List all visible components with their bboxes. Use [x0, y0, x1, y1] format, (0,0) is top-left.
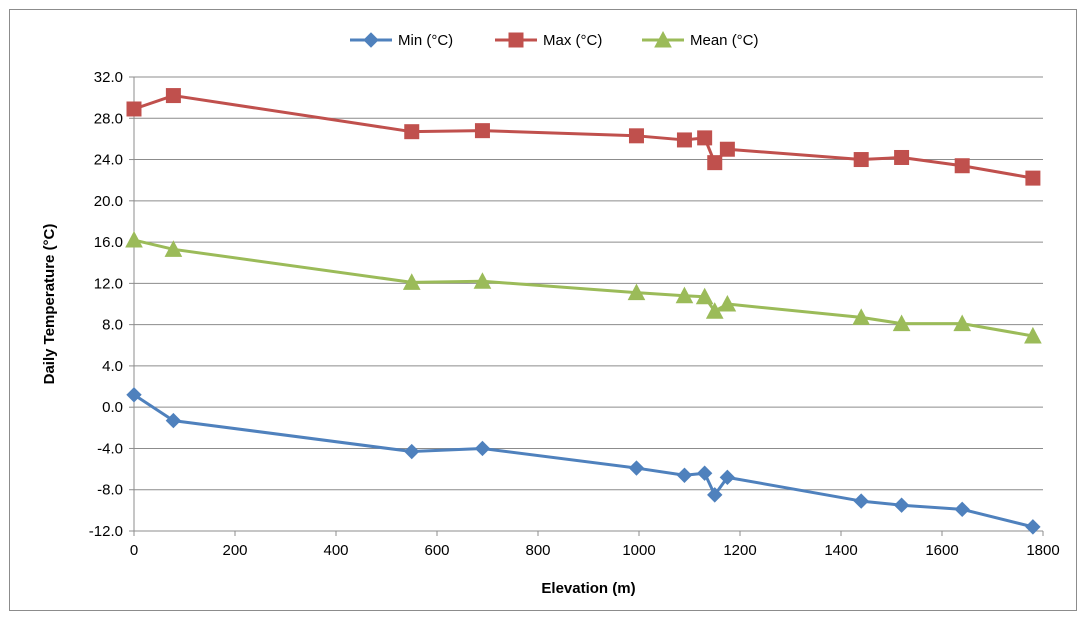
data-point-diamond — [696, 465, 713, 481]
data-point-triangle — [705, 302, 724, 319]
data-point-square — [474, 123, 490, 139]
data-point-square — [697, 130, 713, 146]
data-point-triangle — [718, 294, 737, 312]
data-point-triangle — [473, 272, 492, 289]
y-tick-label: 28.0 — [94, 110, 123, 127]
legend-label: Mean (°C) — [690, 32, 759, 49]
y-tick-label: 20.0 — [94, 193, 123, 210]
data-point-diamond — [676, 467, 693, 483]
data-point-diamond — [853, 493, 869, 509]
data-point-triangle — [852, 308, 871, 325]
legend-label: Min (°C) — [398, 32, 453, 49]
x-tick-label: 800 — [525, 542, 550, 559]
series-line-square — [133, 94, 1034, 180]
y-tick-label: -12.0 — [89, 523, 123, 540]
x-tick-label: 1200 — [723, 542, 756, 559]
data-point-square — [404, 124, 420, 140]
x-tick-label: 0 — [130, 542, 138, 559]
data-point-triangle — [953, 314, 972, 332]
x-tick-label: 1400 — [824, 542, 857, 559]
data-point-diamond — [1025, 519, 1041, 535]
y-tick-label: 0.0 — [102, 399, 123, 416]
y-tick-label: 32.0 — [94, 69, 123, 86]
data-point-triangle — [675, 286, 694, 304]
y-tick-label: 24.0 — [94, 152, 123, 169]
data-point-triangle — [892, 314, 911, 332]
x-axis-title: Elevation (m) — [541, 580, 635, 597]
data-point-triangle — [125, 230, 143, 248]
data-point-square — [1025, 170, 1041, 186]
data-point-diamond — [719, 469, 736, 486]
x-tick-label: 1000 — [622, 542, 655, 559]
data-point-triangle — [1024, 326, 1042, 344]
data-point-square — [707, 155, 723, 171]
data-point-triangle — [695, 287, 714, 305]
legend-marker — [654, 30, 672, 48]
x-tick-label: 200 — [222, 542, 247, 559]
y-axis-title: Daily Temperature (°C) — [41, 224, 58, 385]
data-point-square — [894, 149, 910, 165]
chart-frame: -12.0 -8.0 -4.0 0.0 4.0 8.0 12.0 16.0 20.0 24.0 28… — [9, 9, 1077, 611]
data-point-diamond — [126, 387, 142, 403]
data-point-diamond — [954, 501, 970, 518]
x-tick-label: 1600 — [925, 542, 958, 559]
data-point-triangle — [402, 273, 421, 290]
data-point-square — [719, 141, 735, 157]
x-tick-label: 600 — [424, 542, 449, 559]
x-tick-label: 1800 — [1026, 542, 1059, 559]
data-point-diamond — [474, 440, 491, 457]
data-point-diamond — [707, 487, 723, 503]
data-point-triangle — [164, 240, 183, 257]
y-tick-label: 8.0 — [102, 317, 123, 334]
y-tick-label: -4.0 — [97, 440, 123, 457]
y-tick-label: 16.0 — [94, 234, 123, 251]
data-point-square — [853, 152, 869, 168]
data-point-diamond — [165, 412, 182, 429]
data-point-diamond — [404, 443, 420, 460]
legend-marker — [363, 32, 379, 48]
data-point-square — [126, 101, 142, 117]
y-tick-label: -8.0 — [97, 482, 123, 499]
y-tick-label: 12.0 — [94, 275, 123, 292]
data-point-triangle — [627, 283, 646, 301]
line-chart: -12.0 -8.0 -4.0 0.0 4.0 8.0 12.0 16.0 20.0 24.0 28… — [41, 30, 1060, 597]
data-point-square — [628, 128, 644, 144]
data-point-square — [165, 88, 181, 104]
data-point-square — [954, 158, 970, 174]
x-tick-label: 400 — [323, 542, 348, 559]
data-point-diamond — [893, 497, 910, 513]
legend-marker — [508, 32, 524, 48]
y-tick-label: 4.0 — [102, 358, 123, 375]
data-point-square — [676, 132, 692, 148]
data-point-diamond — [628, 460, 645, 476]
legend-label: Max (°C) — [543, 32, 602, 49]
